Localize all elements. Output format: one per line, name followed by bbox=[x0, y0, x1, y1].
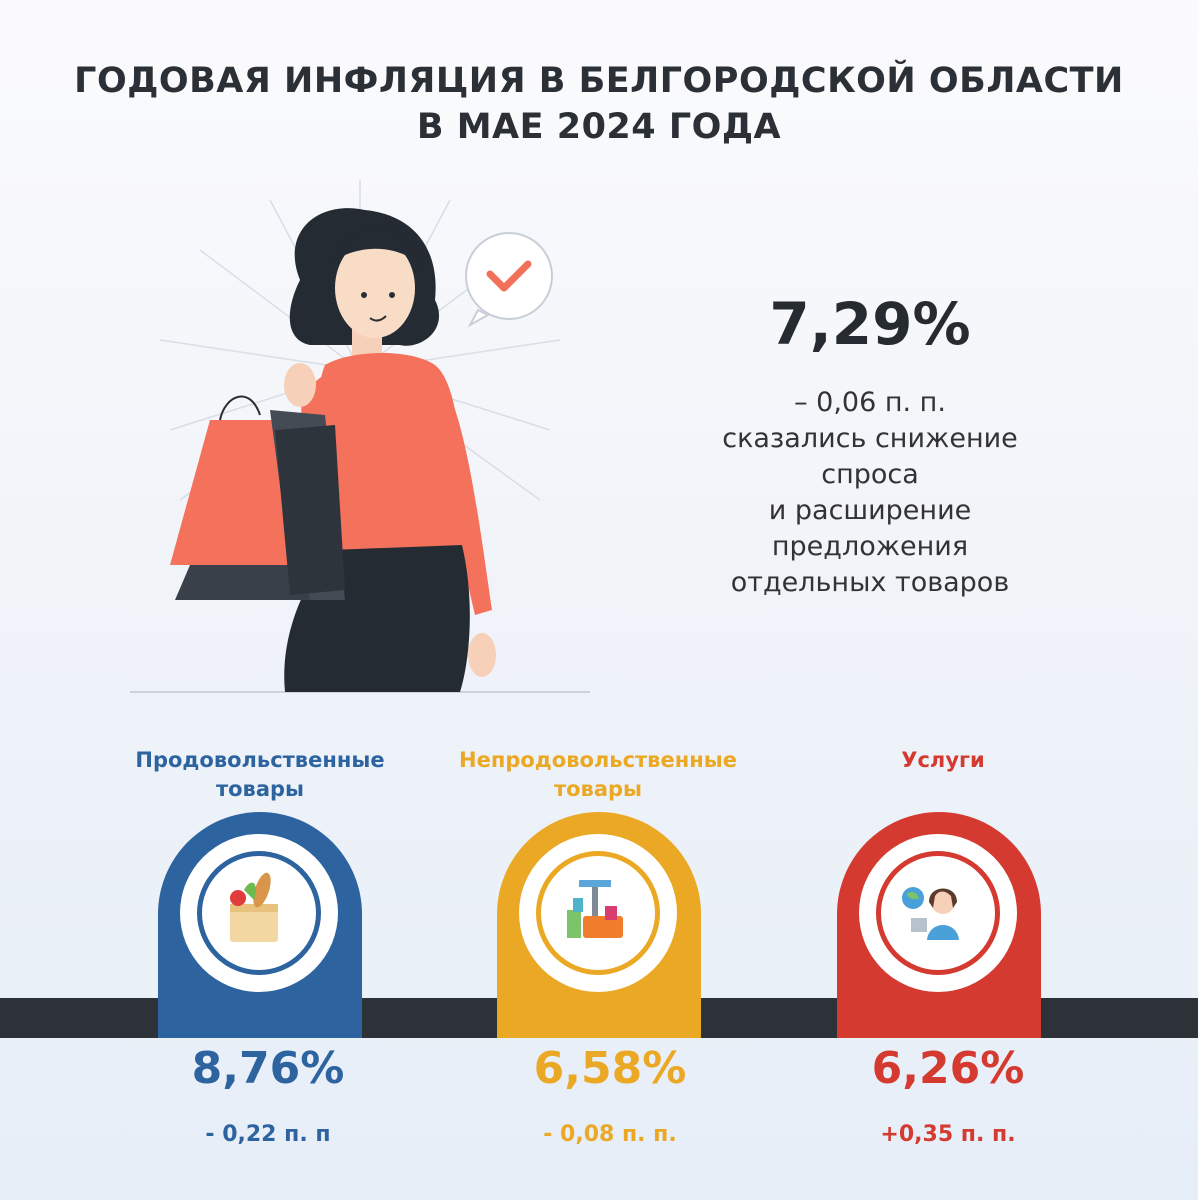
headline-desc-line: спроса bbox=[821, 459, 919, 490]
headline-description: – 0,06 п. п. сказались снижение спроса и… bbox=[690, 385, 1050, 601]
grocery-bag-icon bbox=[230, 872, 278, 942]
category-badge-food bbox=[158, 812, 362, 1038]
category-value-nonfood: 6,58% bbox=[533, 1043, 687, 1094]
category-label-line: Продовольственные bbox=[135, 748, 385, 772]
category-label-food: Продовольственные товары bbox=[90, 746, 430, 804]
category-label-line: Услуги bbox=[901, 748, 985, 772]
headline-desc-line: отдельных товаров bbox=[730, 567, 1010, 598]
category-change-services: +0,35 п. п. bbox=[880, 1122, 1016, 1147]
category-label-nonfood: Непродовольственные товары bbox=[428, 746, 768, 804]
category-label-line: товары bbox=[553, 777, 643, 801]
page-title: ГОДОВАЯ ИНФЛЯЦИЯ В БЕЛГОРОДСКОЙ ОБЛАСТИ … bbox=[0, 58, 1198, 150]
category-label-line: Непродовольственные bbox=[459, 748, 737, 772]
category-badge-services bbox=[837, 812, 1041, 1038]
category-label-services: Услуги bbox=[773, 746, 1113, 775]
headline-inflation-value: 7,29% bbox=[769, 290, 971, 358]
category-change-food: - 0,22 п. п bbox=[205, 1122, 331, 1147]
category-value-food: 8,76% bbox=[191, 1043, 345, 1094]
headline-desc-line: сказались снижение bbox=[722, 423, 1018, 454]
support-operator-icon bbox=[902, 887, 959, 940]
title-line-1: ГОДОВАЯ ИНФЛЯЦИЯ В БЕЛГОРОДСКОЙ ОБЛАСТИ bbox=[74, 61, 1124, 101]
headline-desc-line: предложения bbox=[771, 531, 969, 562]
category-badge-nonfood bbox=[497, 812, 701, 1038]
household-goods-icon bbox=[567, 880, 623, 938]
category-value-services: 6,26% bbox=[871, 1043, 1025, 1094]
headline-change: – 0,06 п. п. bbox=[794, 387, 946, 418]
check-bubble-icon bbox=[465, 232, 553, 328]
shopping-woman-illustration bbox=[130, 180, 590, 693]
title-line-2: В МАЕ 2024 ГОДА bbox=[416, 107, 782, 147]
category-label-line: товары bbox=[215, 777, 305, 801]
headline-desc-line: и расширение bbox=[768, 495, 972, 526]
category-change-nonfood: - 0,08 п. п. bbox=[543, 1122, 677, 1147]
shopping-bags bbox=[170, 395, 345, 600]
